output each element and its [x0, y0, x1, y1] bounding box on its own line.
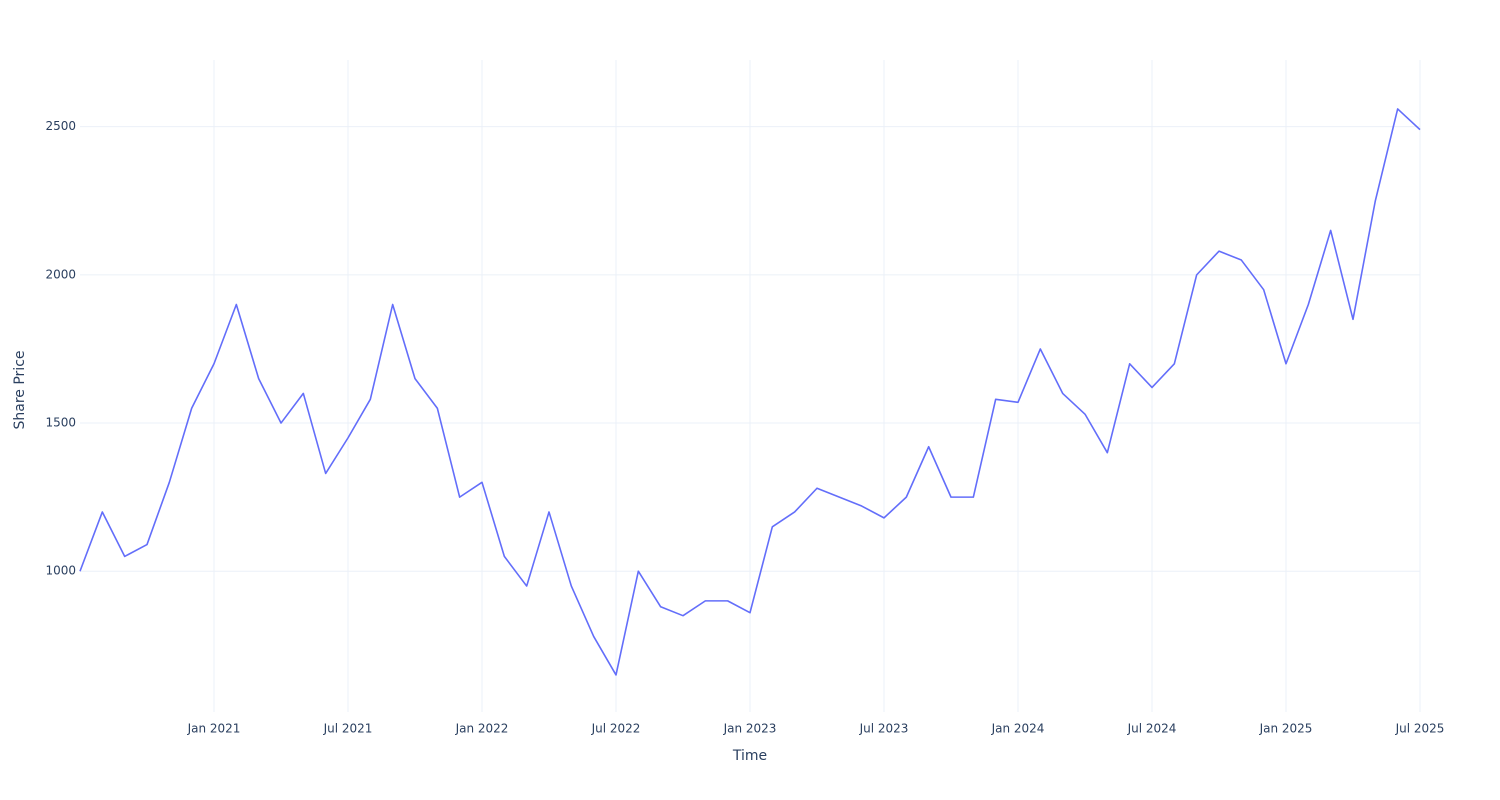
x-tick-label: Jan 2024 [991, 722, 1045, 736]
y-tick-label: 2500 [45, 119, 76, 133]
x-axis-title: Time [732, 748, 767, 764]
x-tick-label: Jul 2025 [1395, 722, 1445, 736]
y-axis-title: Share Price [12, 350, 28, 429]
y-tick-label: 1500 [45, 416, 76, 430]
x-tick-label: Jul 2021 [323, 722, 373, 736]
y-tick-label: 2000 [45, 267, 76, 281]
x-tick-label: Jan 2021 [187, 722, 241, 736]
x-tick-label: Jan 2023 [723, 722, 777, 736]
x-tick-label: Jul 2024 [1127, 722, 1177, 736]
x-tick-label: Jul 2022 [591, 722, 641, 736]
x-tick-label: Jan 2025 [1259, 722, 1313, 736]
x-tick-label: Jul 2023 [859, 722, 909, 736]
price-line [79, 108, 1421, 676]
y-tick-label: 1000 [45, 564, 76, 578]
x-tick-label: Jan 2022 [455, 722, 509, 736]
